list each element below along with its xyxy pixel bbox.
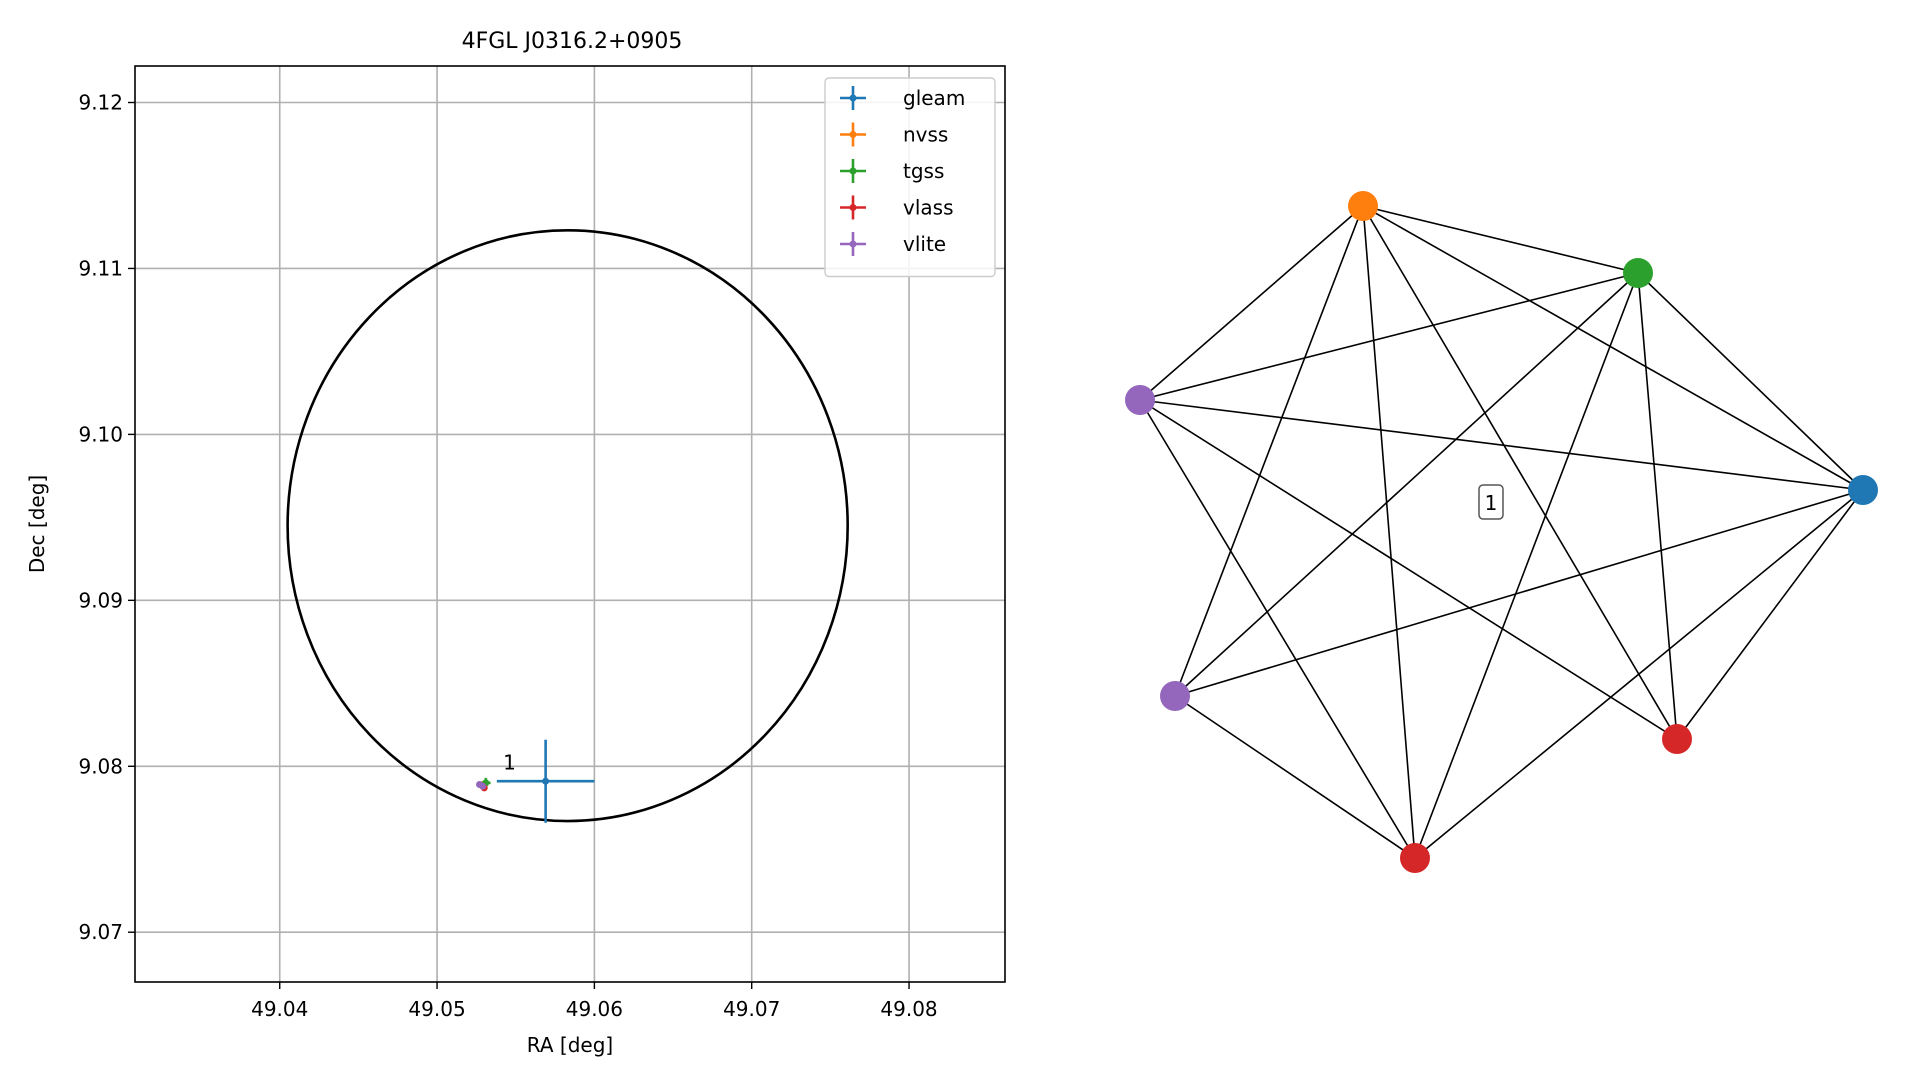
x-tick-label: 49.04	[251, 997, 308, 1021]
network-panel: 1	[1125, 191, 1878, 873]
legend-label: vlite	[903, 232, 946, 256]
legend-swatch-marker	[849, 94, 857, 102]
legend-label: tgss	[903, 159, 944, 183]
legend-label: gleam	[903, 86, 965, 110]
network-edge	[1174, 272, 1639, 697]
x-axis-ticks: 49.04 49.05 49.06 49.07 49.08	[251, 982, 938, 1021]
y-axis-ticks: 9.07 9.08 9.09 9.10 9.11 9.12	[78, 91, 135, 944]
legend-swatch-marker	[849, 167, 857, 175]
y-tick-label: 9.11	[78, 256, 123, 280]
y-tick-label: 9.09	[78, 588, 123, 612]
legend-label: nvss	[903, 123, 948, 147]
network-edge	[1139, 399, 1416, 859]
legend-entry-nvss: nvss	[840, 122, 948, 147]
error-ellipse-outline	[286, 228, 849, 823]
y-axis-label: Dec [deg]	[25, 475, 49, 573]
legend-swatch-marker	[849, 204, 857, 211]
network-edge	[1174, 695, 1416, 859]
x-tick-label: 49.05	[408, 997, 465, 1021]
network-edges	[1139, 205, 1864, 859]
network-edge	[1414, 272, 1639, 859]
legend-box	[824, 77, 996, 278]
network-edge	[1362, 205, 1639, 274]
annotations: 1	[503, 751, 516, 775]
network-edge	[1362, 205, 1678, 740]
network-edge	[1362, 205, 1416, 859]
network-edge	[1637, 272, 1864, 491]
cluster-label-text: 1	[1485, 491, 1498, 515]
network-edge	[1414, 489, 1864, 859]
network-edge	[1676, 489, 1864, 740]
x-tick-label: 49.07	[723, 997, 780, 1021]
legend: gleam nvss tgss vlass vlite	[824, 77, 996, 278]
network-edge	[1139, 205, 1364, 401]
legend-entry-gleam: gleam	[840, 86, 965, 110]
plot-frame	[134, 65, 1006, 983]
network-edge	[1139, 399, 1678, 740]
legend-swatch-marker	[849, 240, 857, 248]
network-edge	[1637, 272, 1678, 740]
chart-title: 4FGL J0316.2+0905	[462, 29, 683, 54]
legend-entry-vlass: vlass	[840, 195, 954, 220]
network-nodes	[1125, 191, 1878, 873]
network-edge	[1139, 399, 1864, 491]
point-marker	[479, 782, 487, 790]
legend-swatch-marker	[849, 131, 857, 138]
legend-entry-tgss: tgss	[840, 159, 944, 183]
legend-entry-vlite: vlite	[840, 232, 946, 256]
network-edge	[1362, 205, 1864, 491]
network-node	[1348, 191, 1378, 221]
cluster-label-box	[1478, 484, 1504, 520]
y-tick-label: 9.12	[78, 91, 123, 115]
cluster-label: 1	[1478, 484, 1504, 520]
network-edge	[1174, 205, 1364, 697]
network-node	[1848, 475, 1878, 505]
network-node	[1662, 724, 1692, 754]
point-marker	[542, 777, 550, 785]
x-tick-label: 49.08	[880, 997, 937, 1021]
scatter-panel: 4FGL J0316.2+0905 1 49.04 49.05 49.06 49.07…	[25, 29, 1006, 1057]
data-points	[476, 739, 595, 823]
x-axis-label: RA [deg]	[527, 1033, 613, 1057]
point-vlite	[479, 782, 487, 790]
y-tick-label: 9.10	[78, 422, 123, 446]
y-tick-label: 9.08	[78, 754, 123, 778]
network-node	[1125, 385, 1155, 415]
point-gleam	[496, 739, 595, 823]
error-ellipse	[286, 228, 849, 823]
x-tick-label: 49.06	[566, 997, 623, 1021]
network-node	[1160, 681, 1190, 711]
network-node	[1400, 843, 1430, 873]
network-edge	[1139, 272, 1639, 401]
network-node	[1623, 258, 1653, 288]
y-tick-label: 9.07	[78, 920, 123, 944]
network-edge	[1174, 489, 1864, 697]
annotation-label: 1	[503, 751, 516, 775]
legend-label: vlass	[903, 196, 954, 220]
